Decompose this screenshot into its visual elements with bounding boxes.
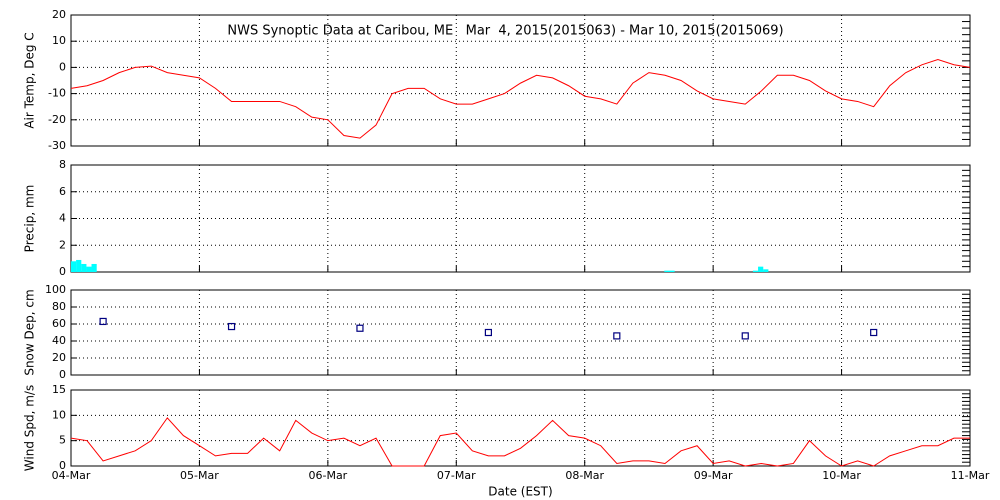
- point: [99, 317, 107, 326]
- y-axis-label: Wind Spd, m/s: [23, 385, 37, 471]
- y-tick-label: 0: [59, 60, 66, 73]
- bar: [91, 263, 97, 272]
- y-tick-label: 2: [59, 238, 66, 251]
- x-tick-label: 09-Mar: [694, 469, 733, 482]
- y-tick-label: 20: [52, 351, 66, 364]
- chart-title: NWS Synoptic Data at Caribou, ME Mar 4, …: [227, 24, 783, 39]
- y-tick-label: 40: [52, 334, 66, 347]
- point: [227, 322, 236, 331]
- y-tick-label: 100: [45, 283, 66, 296]
- y-tick-label: 0: [59, 459, 66, 472]
- bar: [752, 270, 759, 272]
- y-axis-label: Air Temp, Deg C: [23, 32, 37, 128]
- point: [356, 324, 364, 332]
- y-tick-label: 6: [59, 185, 66, 198]
- x-tick-label: 11-Mar: [951, 469, 990, 482]
- data-line: [70, 417, 970, 467]
- y-tick-label: 60: [52, 317, 66, 330]
- bar: [76, 259, 82, 272]
- bar: [664, 270, 670, 272]
- bar: [758, 266, 764, 272]
- point: [870, 328, 878, 337]
- bar: [86, 266, 92, 272]
- plot-frame: [70, 289, 971, 376]
- plot-frame: [70, 389, 971, 467]
- data-line: [70, 59, 971, 139]
- x-tick-label: 06-Mar: [308, 469, 347, 482]
- y-axis-label: Precip, mm: [23, 185, 37, 253]
- x-tick-label: 04-Mar: [52, 469, 91, 482]
- x-axis-label: Date (EST): [488, 485, 552, 499]
- y-tick-label: 0: [59, 368, 66, 381]
- y-tick-label: 10: [52, 408, 66, 421]
- bar: [669, 270, 675, 272]
- y-tick-label: -20: [48, 113, 66, 126]
- x-tick-label: 05-Mar: [180, 469, 219, 482]
- point: [484, 328, 492, 337]
- y-tick-label: 5: [59, 434, 66, 447]
- y-tick-label: 0: [59, 265, 66, 278]
- x-tick-label: 08-Mar: [565, 469, 604, 482]
- bar: [70, 261, 77, 272]
- y-tick-label: 10: [52, 34, 66, 47]
- y-tick-label: -30: [48, 139, 66, 152]
- y-tick-label: 20: [52, 8, 66, 21]
- y-tick-label: -10: [48, 87, 66, 100]
- bar: [763, 269, 769, 272]
- x-tick-label: 07-Mar: [437, 469, 476, 482]
- y-tick-label: 80: [52, 300, 66, 313]
- point: [741, 332, 749, 340]
- point: [613, 332, 621, 340]
- x-tick-label: 10-Mar: [822, 469, 861, 482]
- bar: [81, 263, 87, 272]
- y-tick-label: 4: [59, 212, 66, 225]
- y-tick-label: 8: [59, 158, 66, 171]
- y-axis-label: Snow Dep, cm: [23, 289, 37, 375]
- y-tick-label: 15: [52, 383, 66, 396]
